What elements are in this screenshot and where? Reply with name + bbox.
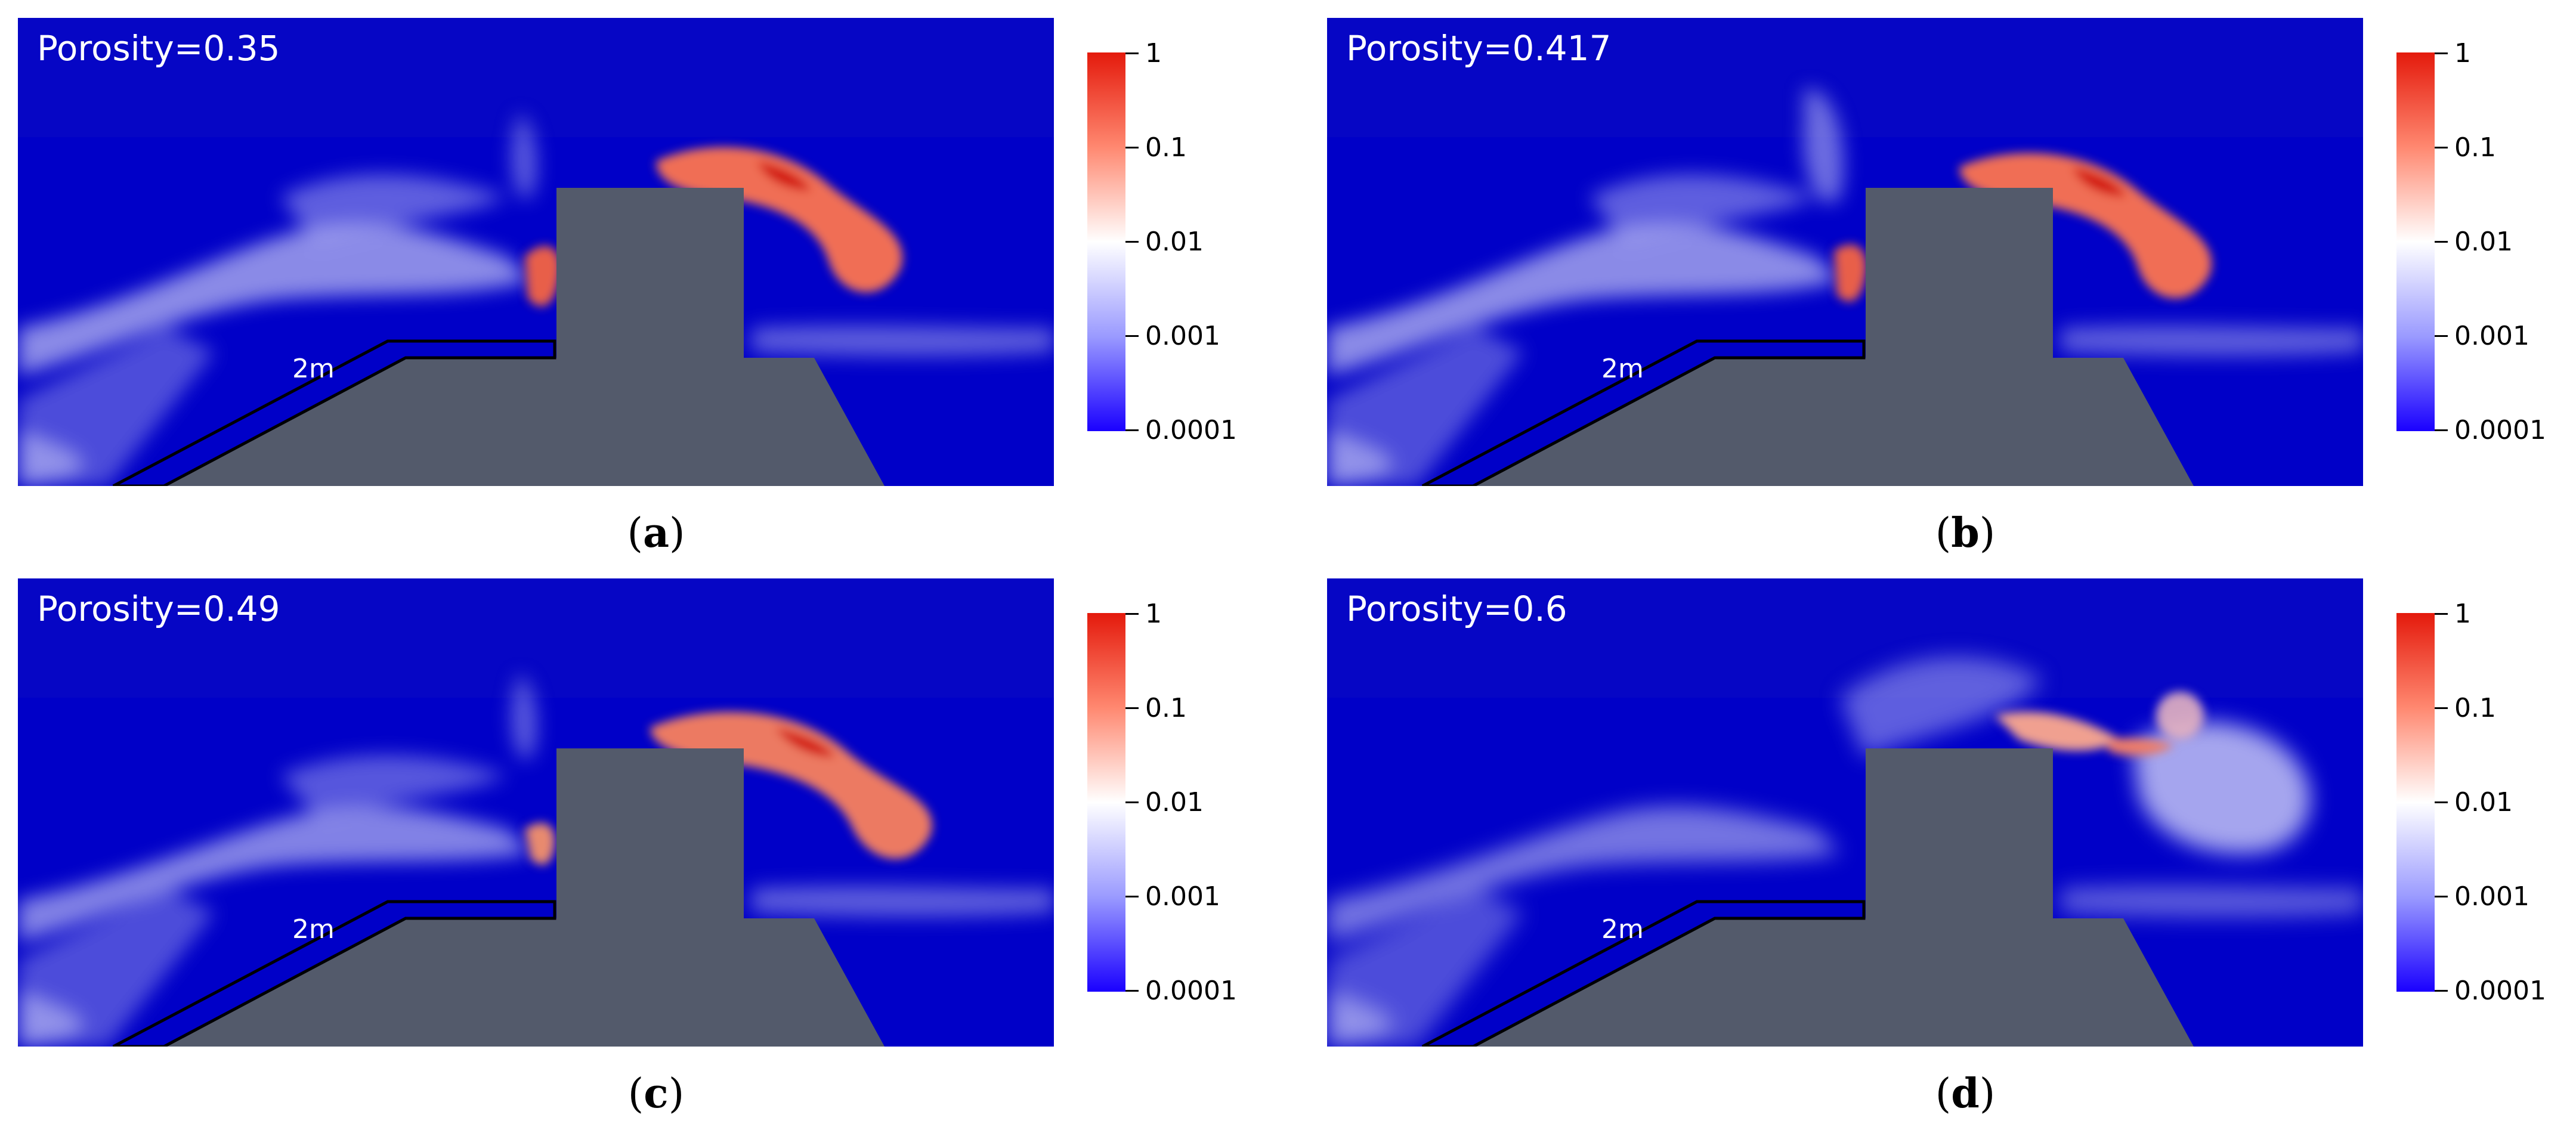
colorbar-tick	[1125, 707, 1139, 709]
concentration-plume	[1327, 89, 2363, 486]
colorbar-tick-label: 0.001	[2454, 881, 2529, 912]
embankment	[1440, 918, 2194, 1047]
colorbar-tick-label: 0.1	[1145, 693, 1187, 723]
simulation-plot-d	[1327, 578, 2363, 1047]
colorbar-tick-label: 0.001	[1145, 881, 1220, 912]
colorbar-tick	[2435, 147, 2448, 148]
porosity-label: Porosity=0.49	[37, 589, 280, 629]
simulation-field-c: Porosity=0.49 2m	[18, 578, 1054, 1047]
simulation-plot-b	[1327, 18, 2363, 486]
high-concentration-zone	[1995, 692, 2204, 756]
simulation-plot-c	[18, 578, 1054, 1047]
colorbar-tick-label: 0.0001	[2454, 976, 2546, 1006]
colorbar-tick	[2435, 429, 2448, 431]
simulation-plot-a	[18, 18, 1054, 486]
porous-slope	[1421, 900, 1866, 1047]
slope-length-label: 2m	[1601, 914, 1644, 945]
embankment	[131, 358, 885, 486]
colorbar-tick-label: 1	[2454, 38, 2471, 69]
slope-length-label: 2m	[1601, 354, 1644, 384]
colorbar-tick	[2435, 613, 2448, 615]
colorbar-tick-label: 0.001	[2454, 321, 2529, 351]
colorbar	[1087, 613, 1125, 992]
porous-slope	[112, 339, 556, 486]
porosity-label: Porosity=0.6	[1346, 589, 1567, 629]
colorbar	[2396, 613, 2435, 992]
subfigure-caption: (d)	[1935, 1070, 1996, 1118]
colorbar-tick-label: 0.001	[1145, 321, 1220, 351]
panel-c: Porosity=0.49 2m 1 0.1 0.01 0.001 0.0001…	[18, 578, 1288, 1115]
colorbar-tick	[1125, 335, 1139, 337]
embankment	[131, 918, 885, 1047]
colorbar-tick	[2435, 335, 2448, 337]
colorbar-tick-label: 0.0001	[1145, 415, 1237, 445]
colorbar-tick	[1125, 241, 1139, 243]
porosity-label: Porosity=0.417	[1346, 28, 1612, 69]
porous-slope	[1421, 339, 1866, 486]
simulation-field-b: Porosity=0.417 2m	[1327, 18, 2363, 486]
panel-b: Porosity=0.417 2m 1 0.1 0.01 0.001 0.000…	[1327, 18, 2568, 554]
building-block	[1866, 748, 2053, 918]
high-concentration-zone	[525, 147, 903, 307]
colorbar-tick-label: 0.0001	[2454, 415, 2546, 445]
colorbar-tick-label: 1	[1145, 599, 1162, 629]
building-block	[556, 188, 744, 358]
colorbar-tick-label: 0.01	[1145, 227, 1204, 257]
colorbar-tick	[1125, 801, 1139, 803]
panel-d: Porosity=0.6 2m 1 0.1 0.01 0.001 0.0001 …	[1327, 578, 2568, 1115]
colorbar-tick	[1125, 52, 1139, 54]
subfigure-caption: (b)	[1935, 509, 1996, 557]
colorbar-tick-label: 0.01	[2454, 787, 2513, 818]
concentration-plume	[18, 113, 1054, 486]
building-block	[556, 748, 744, 918]
colorbar-tick	[1125, 429, 1139, 431]
colorbar-tick	[1125, 147, 1139, 148]
colorbar-tick-label: 0.1	[1145, 132, 1187, 163]
colorbar-tick	[2435, 52, 2448, 54]
porous-slope	[112, 900, 556, 1047]
building-block	[1866, 188, 2053, 358]
colorbar-tick	[1125, 990, 1139, 992]
panel-a: Porosity=0.35 2m 1 0.1 0.01 0.001 0.0001…	[18, 18, 1288, 554]
simulation-field-d: Porosity=0.6 2m	[1327, 578, 2363, 1047]
colorbar-tick	[2435, 241, 2448, 243]
colorbar-tick	[1125, 896, 1139, 897]
colorbar-tick	[1125, 613, 1139, 615]
slope-length-label: 2m	[292, 354, 335, 384]
concentration-plume	[1327, 657, 2363, 1047]
embankment	[1440, 358, 2194, 486]
colorbar-tick	[2435, 801, 2448, 803]
colorbar-tick	[2435, 707, 2448, 709]
colorbar-tick-label: 0.1	[2454, 132, 2496, 163]
colorbar-tick-label: 1	[2454, 599, 2471, 629]
colorbar-tick	[2435, 990, 2448, 992]
slope-length-label: 2m	[292, 914, 335, 945]
subfigure-caption: (a)	[627, 509, 685, 557]
colorbar-tick-label: 0.1	[2454, 693, 2496, 723]
colorbar	[1087, 52, 1125, 431]
colorbar	[2396, 52, 2435, 431]
concentration-plume	[18, 674, 1054, 1047]
simulation-field-a: Porosity=0.35 2m	[18, 18, 1054, 486]
colorbar-tick	[2435, 896, 2448, 897]
colorbar-tick-label: 0.0001	[1145, 976, 1237, 1006]
subfigure-caption: (c)	[627, 1070, 685, 1118]
colorbar-tick-label: 1	[1145, 38, 1162, 69]
colorbar-tick-label: 0.01	[1145, 787, 1204, 818]
porosity-label: Porosity=0.35	[37, 28, 280, 69]
colorbar-tick-label: 0.01	[2454, 227, 2513, 257]
